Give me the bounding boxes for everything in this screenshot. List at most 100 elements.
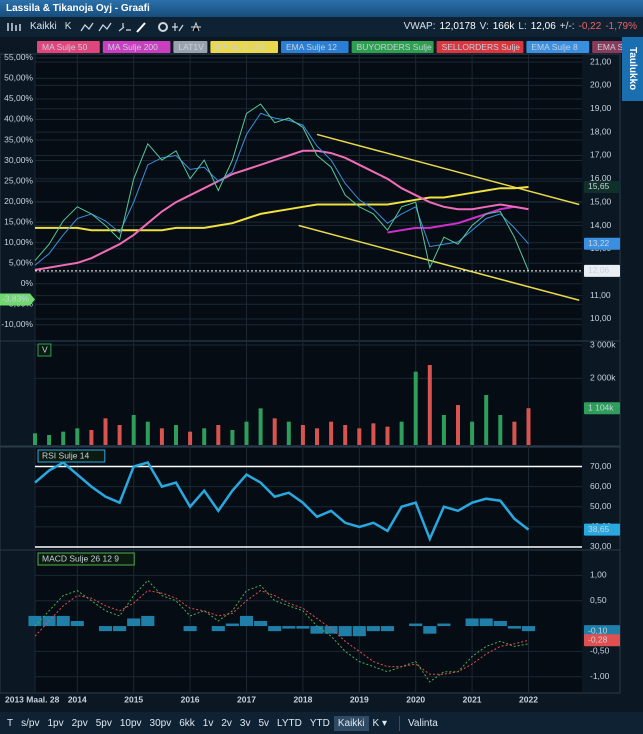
period-button[interactable]: K ▾ (372, 717, 387, 729)
volume-bar (272, 418, 277, 445)
volume-bar (103, 418, 108, 445)
legend-button (526, 41, 590, 53)
period-button[interactable]: 2pv (71, 717, 88, 729)
indicator-line (387, 205, 529, 234)
period-button[interactable]: 1v (202, 717, 214, 729)
period-button[interactable]: 3v (239, 717, 251, 729)
period-button[interactable]: 1pv (47, 717, 64, 729)
period-button[interactable]: 5pv (95, 717, 112, 729)
period-button[interactable]: T (7, 717, 14, 729)
period-button[interactable]: s/pv (21, 717, 40, 729)
volume-bar (456, 405, 460, 445)
macd-histogram-bar (211, 626, 225, 632)
annotation-tag: -3,83% (2, 294, 29, 304)
y-tick-label: 19,00 (590, 103, 612, 113)
period-button[interactable]: 6kk (179, 717, 195, 729)
macd-histogram-bar (296, 626, 310, 629)
volume-bar (145, 421, 150, 445)
x-tick-label: 2013 Maal. 28 (5, 694, 60, 704)
legend-button (436, 41, 524, 53)
volume-bar (315, 428, 319, 445)
side-tab[interactable]: Taulukko (622, 37, 643, 101)
panel-label-bg (37, 552, 135, 566)
legend-button (37, 41, 100, 53)
period-button[interactable]: 30pv (149, 717, 172, 729)
macd-histogram-bar (127, 618, 141, 627)
y-tick-label: 1,00 (590, 570, 607, 580)
y-tick-label: 20,00 (590, 80, 612, 90)
quote-label: L: (518, 21, 527, 32)
macd-histogram-bar (338, 626, 352, 637)
macd-histogram-bar (409, 623, 423, 627)
volume-bar (470, 421, 475, 445)
x-tick-label: 2022 (519, 694, 538, 704)
period-button[interactable]: 5v (258, 717, 270, 729)
y-tick-label: 30,00 (590, 541, 612, 551)
macd-histogram-bar (183, 626, 197, 632)
y-tick-label: 16,00 (590, 173, 612, 183)
range-button[interactable]: Kaikki (30, 21, 57, 32)
select-button[interactable]: Valinta (399, 715, 442, 731)
x-tick-label: 2017 (237, 694, 256, 704)
y-tick-label: 21,00 (590, 56, 612, 66)
x-tick-label: 2020 (406, 694, 425, 704)
macd-histogram-bar (423, 626, 437, 634)
panel-bg (35, 448, 582, 549)
y-tick-label: 55,00% (4, 52, 33, 62)
macd-histogram-bar (437, 623, 451, 627)
trendline (298, 224, 580, 302)
macd-histogram-bar (56, 615, 70, 627)
panel-label: RSI Sulje 14 (42, 450, 90, 460)
volume-bar (371, 423, 376, 445)
volume-bar (526, 408, 531, 445)
volume-bar (399, 421, 404, 445)
volume-bar (441, 415, 446, 445)
period-button[interactable]: Kaikki (333, 715, 369, 731)
tool-icons[interactable] (157, 21, 207, 33)
volume-bar (216, 425, 221, 445)
toolbar: Kaikki K VWAP: 12,0178 V: 166k L: 12,06 +/-: -0… (0, 17, 643, 37)
tool-icon[interactable] (6, 21, 22, 33)
period-button[interactable]: YTD (309, 717, 330, 729)
volume-bar (484, 395, 489, 445)
value-tag: 38,65 (588, 524, 610, 534)
macd-histogram-bar (113, 626, 127, 632)
interval-button[interactable]: K (64, 21, 72, 32)
volume-bar (413, 371, 418, 445)
indicator-line (34, 112, 529, 266)
volume-bar (89, 430, 94, 445)
macd-histogram-bar (507, 626, 521, 629)
quote-label: VWAP: (403, 21, 436, 32)
y-tick-label: 14,00 (590, 220, 612, 230)
period-button[interactable]: 2v (221, 717, 232, 729)
quote: VWAP: 12,0178 V: 166k L: 12,06 +/-: -0,22 -1,79% (404, 17, 637, 37)
legend-label: SELLORDERS Sulje (442, 42, 521, 52)
volume-bar (61, 431, 66, 445)
volume-bar (512, 421, 517, 445)
legend-label: LAT1V (178, 42, 204, 52)
period-button[interactable]: LYTD (277, 717, 302, 729)
legend-button (210, 41, 278, 53)
y-tick-label: 5,00% (9, 257, 34, 267)
x-tick-label: 2018 (293, 694, 312, 704)
x-tick-label: 2015 (124, 694, 143, 704)
macd-histogram-bar (254, 620, 268, 627)
quote-value: 12,06 (530, 21, 556, 32)
volume-bar (427, 365, 432, 445)
legend-label: EMA Sulje 6 (597, 42, 622, 52)
x-tick-label: 2014 (68, 694, 87, 704)
x-tick-label: 2016 (181, 694, 200, 704)
period-button[interactable]: 10pv (119, 717, 142, 729)
tool-icons[interactable] (79, 21, 149, 33)
legend-button (281, 41, 349, 53)
macd-line (34, 590, 529, 675)
panel-frame (0, 340, 621, 447)
panel-label: MACD Sulje 26 12 9 (42, 553, 119, 563)
volume-bar (385, 426, 390, 445)
quote-value: 12,0178 (439, 21, 476, 32)
volume-bar (258, 408, 263, 445)
volume-bar (131, 415, 136, 445)
macd-histogram-bar (324, 626, 338, 634)
y-tick-label: 25,00% (4, 175, 33, 185)
y-tick-label: -0,50 (590, 646, 610, 656)
